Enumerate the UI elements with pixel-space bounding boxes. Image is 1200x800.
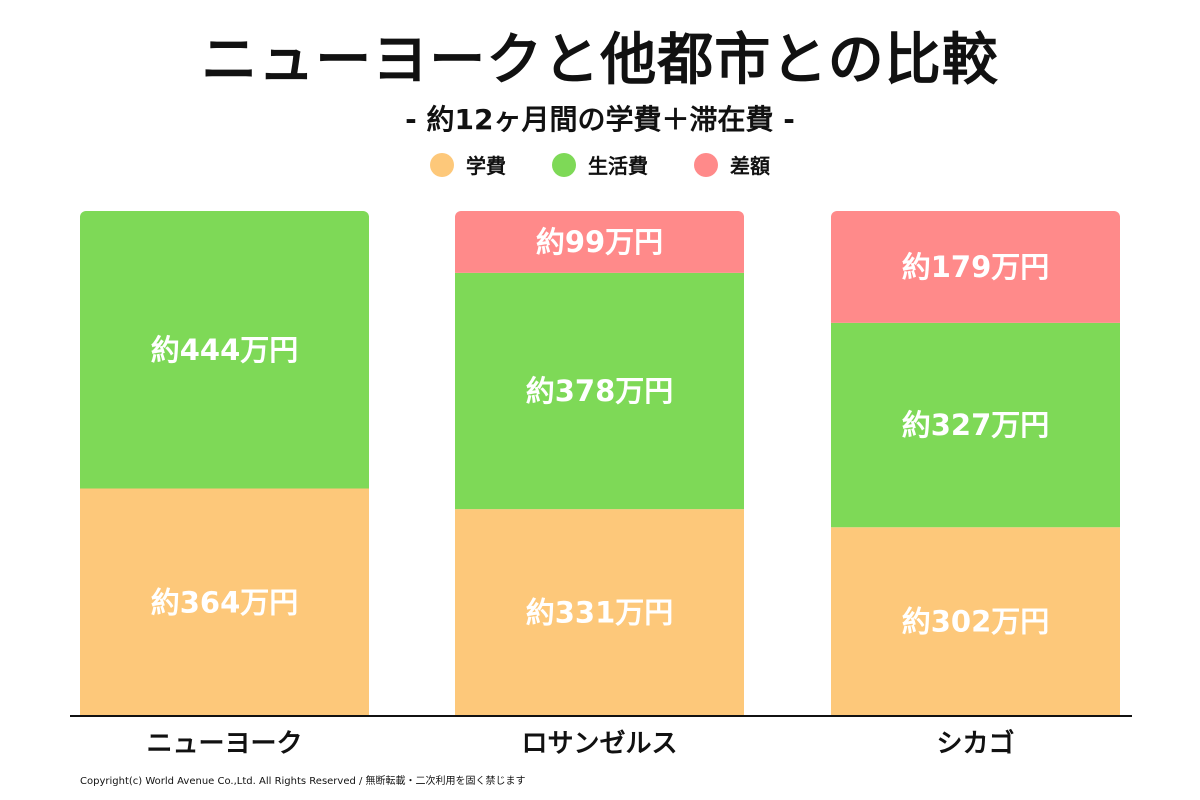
legend-swatch-living [552, 152, 576, 177]
data-label-difference-1: 約99万円 [536, 225, 663, 259]
legend-label-difference: 差額 [730, 154, 770, 178]
chart-subtitle: - 約12ヶ月間の学費＋滞在費 - [405, 103, 795, 136]
legend-label-living: 生活費 [588, 154, 648, 178]
data-label-tuition-2: 約302万円 [902, 605, 1050, 639]
category-label-0: ニューヨーク [146, 729, 302, 759]
bar-segment-tuition-0 [80, 488, 369, 716]
bar-segment-tuition-1 [455, 509, 744, 716]
legend-label-tuition: 学費 [466, 154, 506, 178]
legend-item-living: 生活費 [552, 150, 648, 179]
legend-item-tuition: 学費 [430, 150, 506, 179]
data-label-living-2: 約327万円 [902, 408, 1050, 442]
data-label-living-1: 約378万円 [526, 374, 674, 408]
legend-swatch-tuition [430, 152, 454, 177]
data-label-tuition-0: 約364万円 [151, 585, 299, 619]
legend-swatch-difference [694, 152, 718, 177]
chart-title: ニューヨークと他都市との比較 [201, 28, 999, 93]
bar-segment-tuition-2 [831, 527, 1120, 716]
bar-segment-living-1 [455, 272, 744, 510]
data-label-difference-2: 約179万円 [902, 250, 1050, 284]
data-label-tuition-1: 約331万円 [526, 596, 674, 630]
data-label-living-0: 約444万円 [151, 333, 299, 367]
copyright-footer: Copyright(c) World Avenue Co.,Ltd. All R… [80, 776, 526, 787]
legend-item-difference: 差額 [694, 150, 770, 179]
bar-segment-living-0 [80, 211, 369, 489]
bar-segment-living-2 [831, 322, 1120, 528]
bar-segment-difference-2 [831, 211, 1120, 323]
category-label-2: シカゴ [936, 728, 1014, 759]
category-label-1: ロサンゼルス [521, 729, 677, 759]
legend: 学費 生活費 差額 [0, 150, 1200, 179]
bar-segment-difference-1 [455, 211, 744, 273]
